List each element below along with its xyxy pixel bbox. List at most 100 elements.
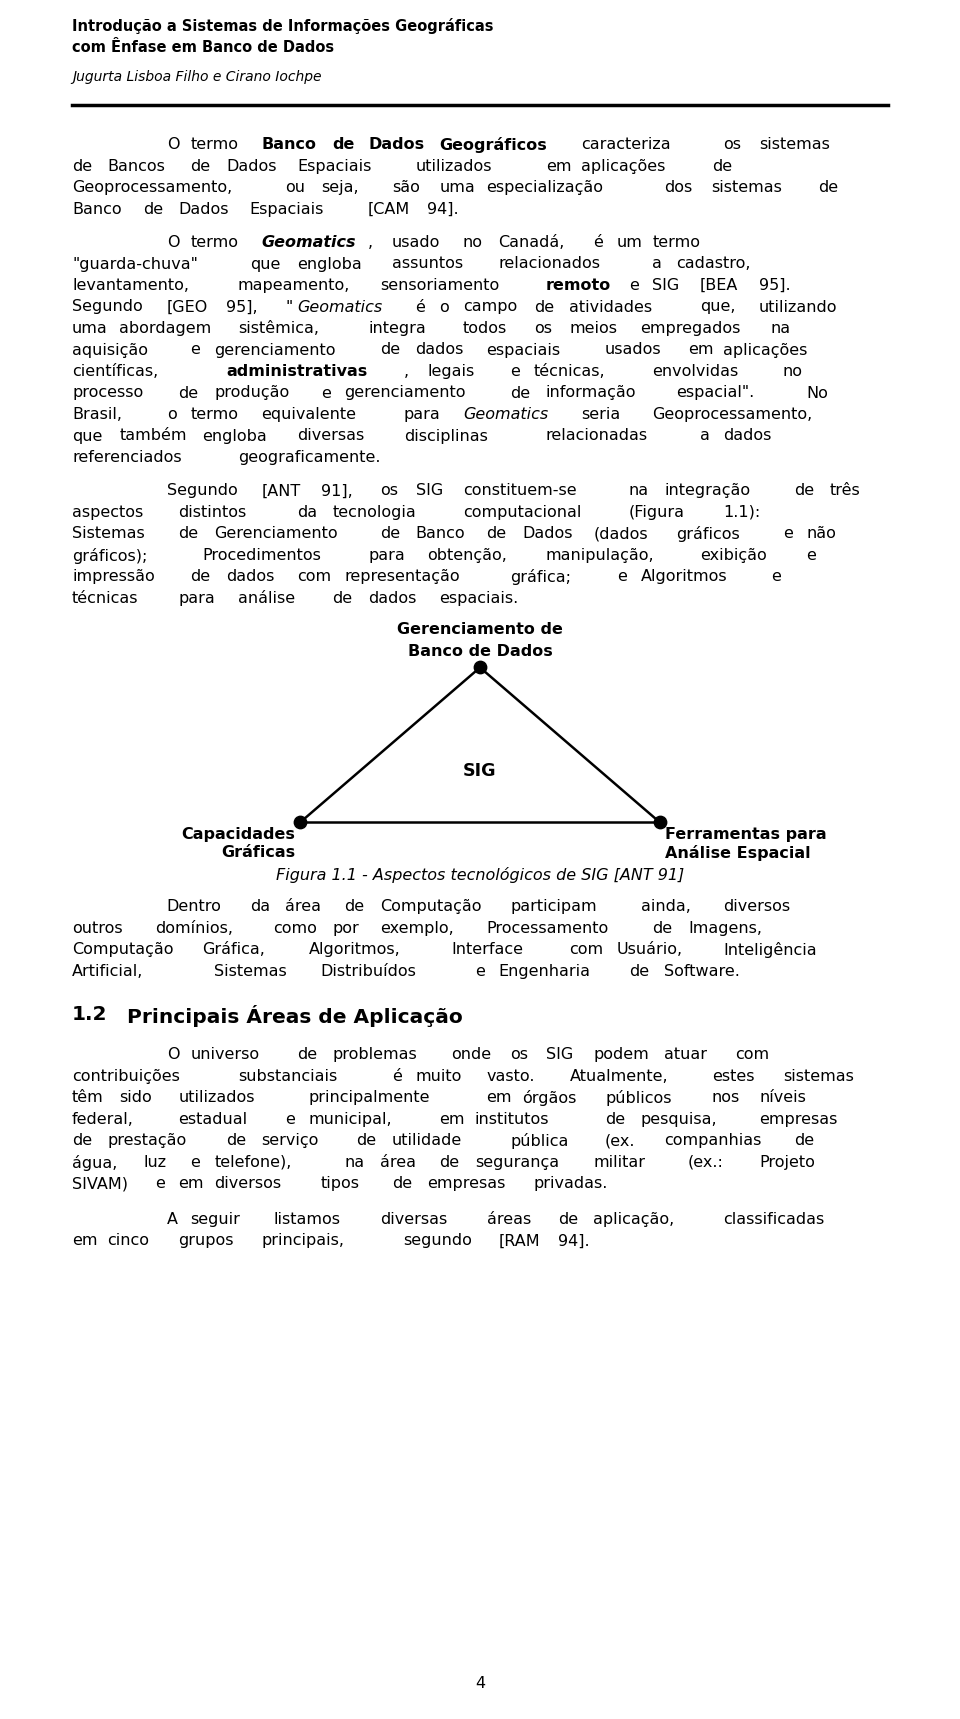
Text: Gerenciamento: Gerenciamento: [214, 526, 338, 541]
Text: atividades: atividades: [569, 299, 653, 315]
Text: 94].: 94].: [558, 1234, 589, 1248]
Text: integra: integra: [368, 321, 426, 335]
Text: Computação: Computação: [72, 942, 174, 957]
Text: de: de: [72, 1133, 92, 1148]
Text: Banco: Banco: [416, 526, 466, 541]
Text: com Ênfase em Banco de Dados: com Ênfase em Banco de Dados: [72, 40, 334, 55]
Text: sensoriamento: sensoriamento: [380, 278, 499, 292]
Text: de: de: [534, 299, 554, 315]
Text: sistêmica,: sistêmica,: [238, 321, 319, 335]
Text: em: em: [439, 1112, 465, 1128]
Text: Geomatics: Geomatics: [261, 236, 356, 249]
Text: áreas: áreas: [487, 1212, 531, 1227]
Text: de: de: [511, 385, 530, 401]
Text: dos: dos: [664, 180, 692, 194]
Text: Dados: Dados: [522, 526, 572, 541]
Text: gráficos: gráficos: [676, 526, 740, 543]
Text: 94].: 94].: [427, 201, 459, 217]
Text: principalmente: principalmente: [309, 1090, 430, 1105]
Text: prestação: prestação: [108, 1133, 187, 1148]
Text: Sistemas: Sistemas: [214, 964, 287, 980]
Text: são: são: [392, 180, 420, 194]
Point: [653, 808, 668, 835]
Text: os: os: [380, 483, 398, 499]
Text: Interface: Interface: [451, 942, 523, 957]
Text: estes: estes: [711, 1069, 755, 1085]
Text: (ex.: (ex.: [605, 1133, 636, 1148]
Text: como: como: [274, 921, 317, 937]
Text: [BEA: [BEA: [700, 278, 738, 292]
Text: a: a: [653, 256, 662, 272]
Text: luz: luz: [143, 1155, 166, 1171]
Text: diversos: diversos: [214, 1176, 281, 1191]
Text: Bancos: Bancos: [108, 158, 165, 174]
Text: técnicas,: técnicas,: [534, 364, 606, 378]
Point: [292, 808, 307, 835]
Text: Geomatics: Geomatics: [297, 299, 382, 315]
Text: Algoritmos: Algoritmos: [640, 569, 727, 584]
Text: nos: nos: [711, 1090, 740, 1105]
Text: ": ": [285, 299, 293, 315]
Text: Dentro: Dentro: [167, 899, 222, 915]
Text: para: para: [368, 548, 405, 564]
Text: impressão: impressão: [72, 569, 155, 584]
Text: com: com: [735, 1047, 770, 1062]
Text: processo: processo: [72, 385, 143, 401]
Text: diversas: diversas: [380, 1212, 447, 1227]
Text: Geomatics: Geomatics: [463, 407, 548, 421]
Text: Software.: Software.: [664, 964, 740, 980]
Text: aspectos: aspectos: [72, 505, 143, 521]
Text: O: O: [167, 138, 180, 151]
Text: [RAM: [RAM: [498, 1234, 540, 1248]
Text: aplicações: aplicações: [582, 158, 665, 174]
Text: representação: representação: [345, 569, 460, 584]
Text: em: em: [546, 158, 571, 174]
Text: Sistemas: Sistemas: [72, 526, 145, 541]
Text: principais,: principais,: [261, 1234, 345, 1248]
Text: estadual: estadual: [179, 1112, 248, 1128]
Text: relacionadas: relacionadas: [546, 428, 648, 444]
Text: de: de: [380, 526, 400, 541]
Text: aquisição: aquisição: [72, 342, 148, 358]
Text: e: e: [771, 569, 780, 584]
Text: usados: usados: [605, 342, 661, 358]
Text: área: área: [285, 899, 322, 915]
Text: domínios,: domínios,: [155, 921, 233, 937]
Text: para: para: [403, 407, 441, 421]
Text: Jugurta Lisboa Filho e Cirano Iochpe: Jugurta Lisboa Filho e Cirano Iochpe: [72, 70, 322, 84]
Text: e: e: [321, 385, 330, 401]
Text: federal,: federal,: [72, 1112, 133, 1128]
Text: SIVAM): SIVAM): [72, 1176, 128, 1191]
Text: de: de: [190, 569, 210, 584]
Text: Banco de Dados: Banco de Dados: [408, 645, 552, 660]
Text: no: no: [782, 364, 803, 378]
Text: envolvidas: envolvidas: [653, 364, 738, 378]
Text: Distribuídos: Distribuídos: [321, 964, 417, 980]
Text: de: de: [190, 158, 210, 174]
Text: manipulação,: manipulação,: [546, 548, 655, 564]
Text: Procedimentos: Procedimentos: [203, 548, 322, 564]
Text: da: da: [297, 505, 317, 521]
Text: obtenção,: obtenção,: [427, 548, 507, 564]
Text: atuar: atuar: [664, 1047, 708, 1062]
Text: espaciais: espaciais: [487, 342, 561, 358]
Text: utilizando: utilizando: [759, 299, 837, 315]
Text: produção: produção: [214, 385, 289, 401]
Text: de: de: [711, 158, 732, 174]
Text: de: de: [795, 1133, 815, 1148]
Text: Gráfica,: Gráfica,: [203, 942, 265, 957]
Text: técnicas: técnicas: [72, 591, 138, 607]
Text: integração: integração: [664, 483, 751, 499]
Text: SIG: SIG: [464, 762, 496, 780]
Text: Banco: Banco: [261, 138, 317, 151]
Text: diversos: diversos: [724, 899, 791, 915]
Text: pública: pública: [511, 1133, 568, 1150]
Text: geograficamente.: geograficamente.: [238, 450, 380, 466]
Text: administrativas: administrativas: [226, 364, 368, 378]
Text: empresas: empresas: [759, 1112, 837, 1128]
Text: substanciais: substanciais: [238, 1069, 337, 1085]
Text: e: e: [629, 278, 638, 292]
Text: também: também: [119, 428, 187, 444]
Text: universo: universo: [190, 1047, 259, 1062]
Text: companhias: companhias: [664, 1133, 761, 1148]
